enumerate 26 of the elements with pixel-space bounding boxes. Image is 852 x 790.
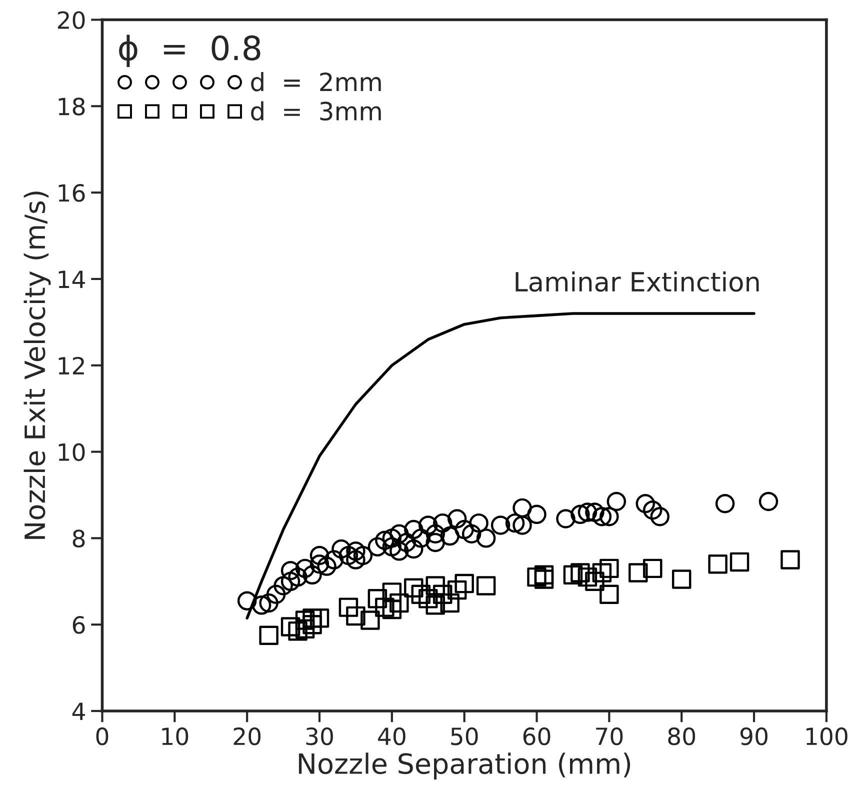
x-tick-label: 10 (162, 727, 188, 746)
x-tick-label: 80 (668, 727, 696, 746)
series-label: Laminar Extinction (516, 271, 759, 292)
y-tick-label: 4 (72, 702, 85, 720)
y-tick-label: 14 (58, 270, 85, 288)
y-tick-label: 20 (58, 11, 85, 30)
y-tick-label: 18 (58, 98, 85, 116)
x-tick-label: 40 (378, 727, 406, 746)
legend-title: ϕ = 0.8 (119, 34, 260, 68)
y-tick-label: 8 (72, 530, 85, 548)
y-axis-title: Nozzle Exit Velocity (m/s) (24, 192, 51, 539)
y-tick-label: 6 (72, 616, 85, 634)
x-tick-label: 90 (740, 727, 768, 746)
legend-label: d = 2mm (251, 72, 381, 92)
x-tick-label: 100 (806, 727, 848, 746)
y-tick-label: 10 (58, 443, 85, 462)
x-tick-label: 70 (596, 727, 623, 746)
x-axis-title: Nozzle Separation (mm) (298, 752, 630, 780)
legend-label: d = 3mm (251, 101, 381, 121)
x-tick-label: 30 (306, 727, 333, 746)
x-tick-label: 60 (523, 727, 550, 746)
x-tick-label: 50 (451, 727, 478, 746)
y-tick-label: 12 (58, 356, 84, 374)
x-tick-label: 20 (234, 727, 261, 746)
y-tick-label: 16 (58, 184, 85, 202)
x-tick-label: 0 (96, 727, 108, 746)
